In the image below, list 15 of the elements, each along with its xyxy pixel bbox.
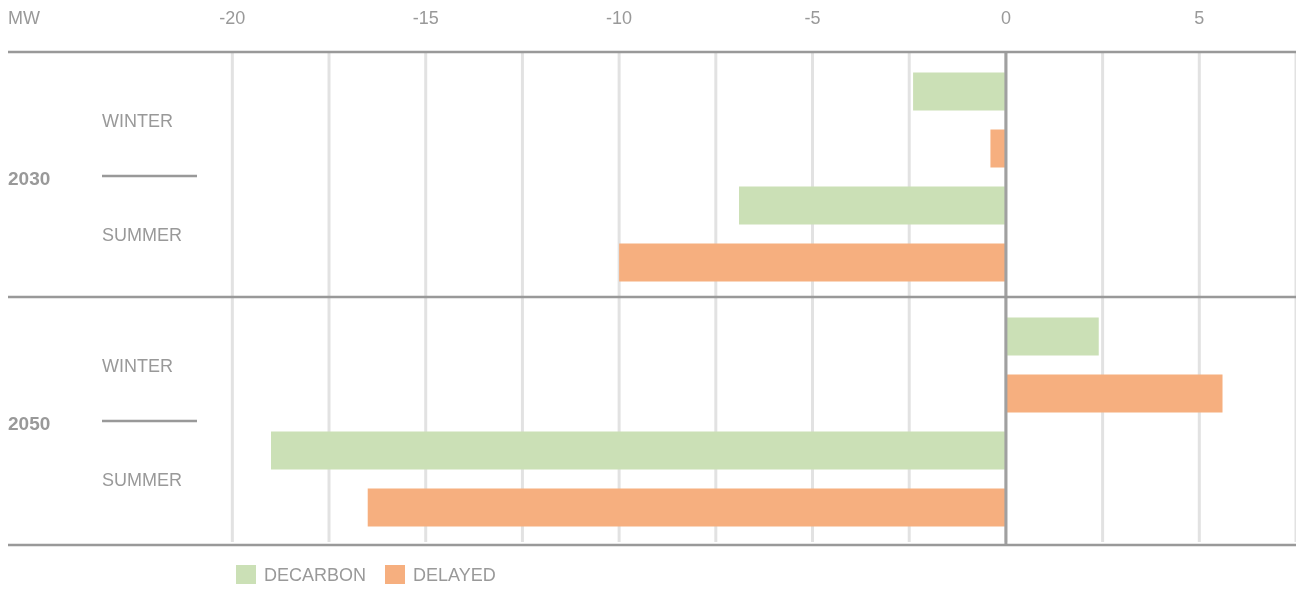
x-tick-label: -20 <box>219 8 246 28</box>
x-axis-title: MW <box>8 8 40 28</box>
annotation: 2030 <box>8 168 51 189</box>
x-tick-label: 0 <box>1000 8 1011 28</box>
x-tick-label: 5 <box>1194 8 1205 28</box>
y-tick-label: WINTER <box>102 356 173 376</box>
x-tick-label: -10 <box>606 8 633 28</box>
legend-label: DECARBON <box>264 565 367 585</box>
legend-label: DELAYED <box>413 565 496 585</box>
y-tick-label: SUMMER <box>102 225 182 245</box>
x-tick-label: -5 <box>804 8 821 28</box>
x-tick-label: -15 <box>412 8 439 28</box>
annotation: 2050 <box>8 413 51 434</box>
y-tick-label: SUMMER <box>102 470 182 490</box>
y-tick-label: WINTER <box>102 111 173 131</box>
